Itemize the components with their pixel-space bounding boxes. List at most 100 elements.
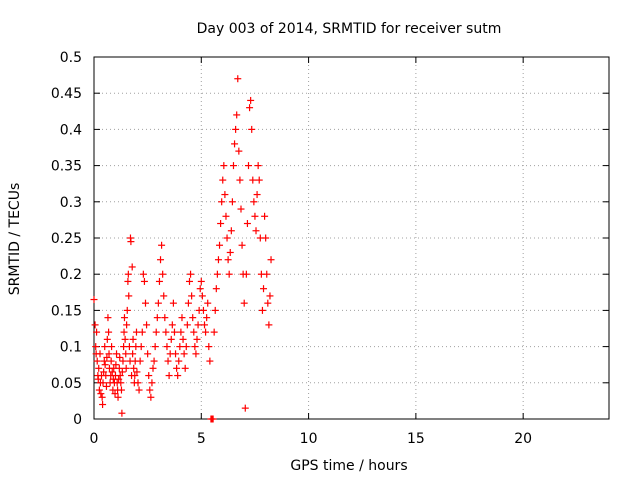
data-point xyxy=(105,350,113,358)
data-point xyxy=(111,390,119,398)
y-tick-label: 0.15 xyxy=(51,303,82,319)
data-point xyxy=(119,357,127,365)
data-point xyxy=(251,212,259,220)
data-point xyxy=(103,335,111,343)
data-point xyxy=(193,335,201,343)
data-point xyxy=(122,350,130,358)
data-point xyxy=(124,277,132,285)
data-point xyxy=(210,328,218,336)
data-point xyxy=(173,364,181,372)
data-point xyxy=(108,368,116,376)
y-tick-label: 0.3 xyxy=(60,195,82,211)
data-point xyxy=(172,350,180,358)
data-point xyxy=(116,353,124,361)
plot-frame xyxy=(93,56,610,420)
y-tick-label: 0.1 xyxy=(60,340,82,356)
data-point xyxy=(182,343,190,351)
data-point xyxy=(199,306,207,314)
data-point xyxy=(205,343,213,351)
data-point xyxy=(115,364,123,372)
x-tick-label: 20 xyxy=(514,431,532,447)
data-point xyxy=(190,328,198,336)
data-point xyxy=(142,299,149,307)
data-point xyxy=(180,350,188,358)
data-point xyxy=(175,357,183,365)
data-point xyxy=(223,234,231,242)
data-point xyxy=(226,248,234,256)
data-point xyxy=(242,270,250,278)
data-point xyxy=(105,328,113,336)
data-point xyxy=(123,306,131,314)
data-point xyxy=(95,386,103,394)
data-point xyxy=(206,357,214,365)
frame-layer xyxy=(93,56,610,420)
data-point xyxy=(112,361,120,369)
data-point xyxy=(247,96,255,104)
y-tick-label: 0.05 xyxy=(51,376,82,392)
data-point xyxy=(224,256,232,264)
data-point xyxy=(214,256,222,264)
data-point xyxy=(114,393,122,401)
data-point xyxy=(107,357,115,365)
data-point xyxy=(218,198,226,206)
data-point xyxy=(234,75,242,83)
data-point xyxy=(252,227,260,235)
data-point xyxy=(174,372,182,380)
y-tick-label: 0 xyxy=(73,412,82,428)
data-point xyxy=(250,198,258,206)
chart-title: Day 003 of 2014, SRMTID for receiver sut… xyxy=(197,21,502,37)
data-point xyxy=(130,364,138,372)
data-point xyxy=(154,299,162,307)
data-point xyxy=(246,104,254,112)
data-point xyxy=(118,368,126,376)
data-point xyxy=(243,220,251,228)
data-point xyxy=(219,176,227,184)
data-point xyxy=(121,335,129,343)
data-point xyxy=(185,277,193,285)
data-point xyxy=(227,227,235,235)
data-point xyxy=(177,328,185,336)
data-point xyxy=(265,321,273,329)
data-point xyxy=(139,270,147,278)
y-axis-label: SRMTID / TECUs xyxy=(7,183,23,296)
data-point xyxy=(191,343,199,351)
data-point xyxy=(221,191,229,199)
x-tick-label: 0 xyxy=(90,431,99,447)
data-point xyxy=(152,328,160,336)
data-point xyxy=(101,361,109,369)
x-tick-label: 5 xyxy=(197,431,206,447)
data-point xyxy=(125,343,133,351)
data-point xyxy=(216,241,224,249)
data-point xyxy=(238,241,246,249)
x-tick-label: 10 xyxy=(300,431,318,447)
data-point xyxy=(159,270,167,278)
data-point xyxy=(102,382,110,390)
data-point xyxy=(196,285,204,293)
data-point xyxy=(103,353,111,361)
data-point xyxy=(220,162,228,170)
data-point xyxy=(164,357,172,365)
data-point xyxy=(96,350,104,358)
data-point xyxy=(120,314,128,322)
data-point xyxy=(165,372,173,380)
y-tick-label: 0.4 xyxy=(60,122,82,138)
data-point xyxy=(167,335,175,343)
data-point xyxy=(135,386,143,394)
data-point xyxy=(134,379,142,387)
data-point xyxy=(225,270,233,278)
data-point xyxy=(201,321,209,329)
data-point xyxy=(263,270,271,278)
data-point xyxy=(258,306,266,314)
data-point xyxy=(233,111,241,119)
data-point xyxy=(254,162,262,170)
data-point xyxy=(158,241,166,249)
data-point xyxy=(147,393,155,401)
data-point xyxy=(123,321,131,329)
data-point xyxy=(211,306,219,314)
data-point xyxy=(91,321,99,329)
data-point xyxy=(124,270,132,278)
y-tick-label: 0.45 xyxy=(51,86,82,102)
data-point xyxy=(131,372,139,380)
